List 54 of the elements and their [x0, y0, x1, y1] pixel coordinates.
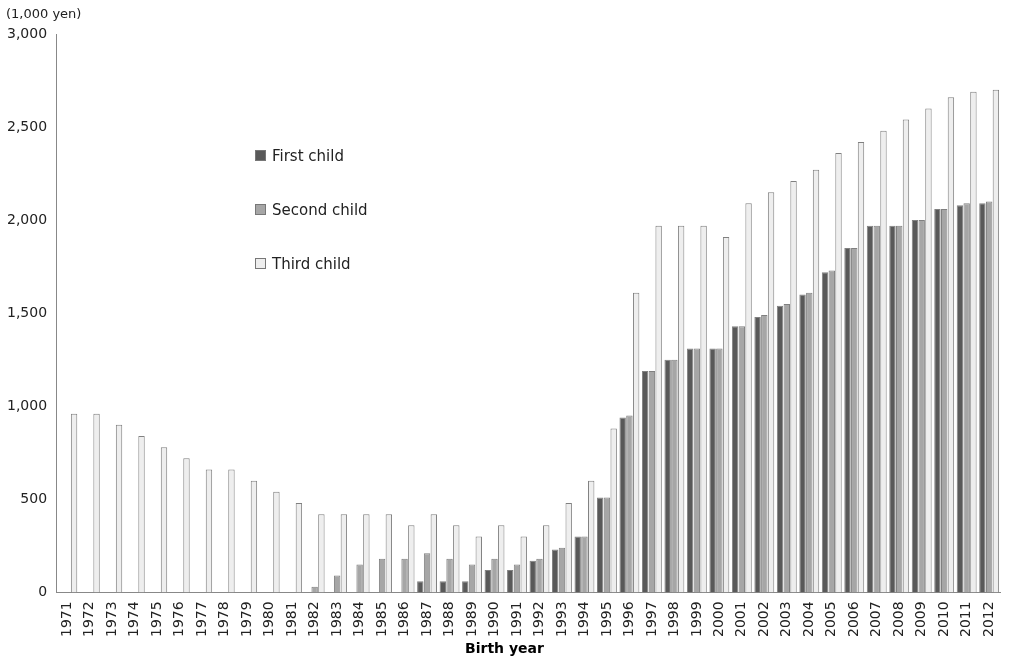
x-tick-label: 2010	[934, 601, 951, 638]
x-tick-label: 1972	[80, 601, 97, 638]
x-tick-label: 2007	[867, 601, 884, 638]
x-tick-label: 1999	[687, 601, 704, 638]
x-tick-label: 1994	[575, 601, 592, 638]
y-tick-label: 2,000	[6, 210, 48, 227]
x-tick-label: 2003	[777, 601, 794, 638]
x-tick-label: 2005	[822, 601, 839, 638]
y-tick-label: 500	[20, 489, 48, 506]
x-tick-label: 1987	[417, 601, 434, 638]
x-tick-label: 1992	[530, 601, 547, 638]
y-tick-label: 3,000	[6, 24, 48, 41]
legend-label: Second child	[272, 200, 368, 219]
x-tick-label: 1979	[237, 601, 254, 638]
x-tick-label: 1988	[440, 601, 457, 638]
x-tick-label: 1996	[620, 601, 637, 638]
x-axis-title: Birth year	[464, 640, 545, 656]
x-tick-label: 1993	[552, 601, 569, 638]
y-tick-label: 1,500	[6, 303, 48, 320]
x-tick-label: 1997	[642, 601, 659, 638]
x-tick-label: 1984	[350, 601, 367, 638]
x-tick-label: 2011	[957, 601, 974, 638]
y-tick-label: 1,000	[6, 396, 48, 413]
legend-label: Third child	[272, 254, 351, 273]
x-tick-label: 1976	[170, 601, 187, 638]
y-axis-title: (1,000 yen)	[6, 5, 82, 21]
x-tick-label: 1977	[192, 601, 209, 638]
y-tick-label: 0	[38, 583, 48, 600]
x-tick-label: 2008	[889, 601, 906, 638]
x-tick-label: 1982	[305, 601, 322, 638]
x-tick-label: 1998	[665, 601, 682, 638]
x-tick-label: 2012	[979, 601, 996, 638]
x-tick-label: 1981	[282, 601, 299, 638]
y-tick-label: 2,500	[6, 117, 48, 134]
x-tick-label: 2006	[844, 601, 861, 638]
x-tick-label: 1985	[372, 601, 389, 638]
x-tick-label: 1991	[507, 601, 524, 638]
x-tick-label: 2000	[709, 601, 726, 638]
x-tick-label: 1995	[597, 601, 614, 638]
x-tick-label: 1990	[485, 601, 502, 638]
x-tick-label: 1974	[125, 601, 142, 638]
x-tick-label: 1980	[260, 601, 277, 638]
x-tick-label: 1986	[395, 601, 412, 638]
x-tick-label: 2002	[754, 601, 771, 638]
x-tick-label: 1978	[215, 601, 232, 638]
legend-label: First child	[272, 146, 344, 165]
x-tick-label: 2009	[912, 601, 929, 638]
x-tick-label: 2004	[799, 601, 816, 638]
x-tick-label: 1989	[462, 601, 479, 638]
x-tick-label: 1983	[327, 601, 344, 638]
x-tick-label: 1975	[147, 601, 164, 638]
x-tick-label: 1971	[57, 601, 74, 638]
x-tick-label: 2001	[732, 601, 749, 638]
x-tick-label: 1973	[102, 601, 119, 638]
